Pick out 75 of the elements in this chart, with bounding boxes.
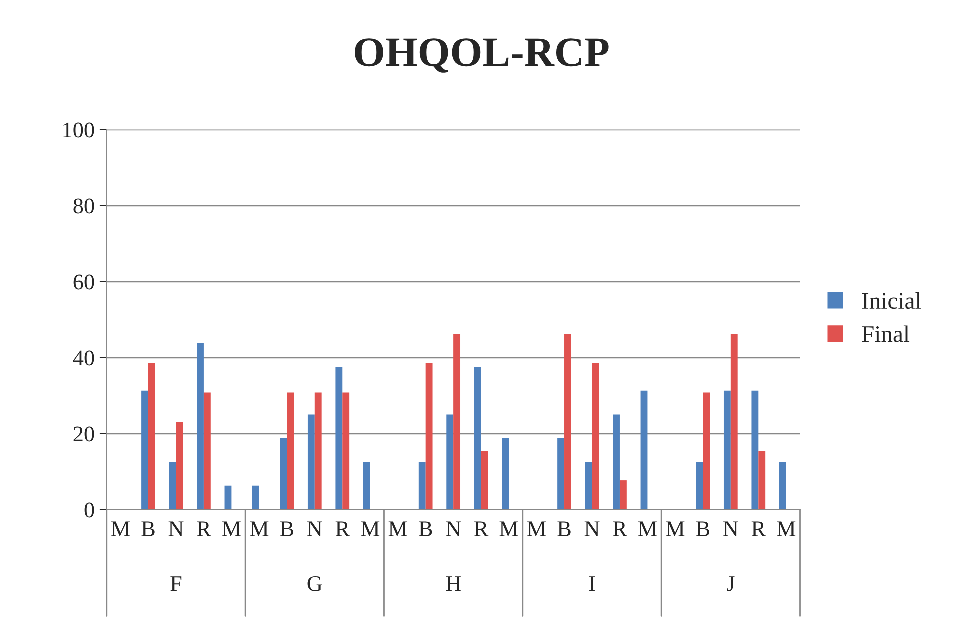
x-tick-label: M xyxy=(112,522,130,536)
bar xyxy=(314,392,322,510)
bar xyxy=(592,364,600,510)
y-tick-label: 20 xyxy=(74,426,94,442)
text: J xyxy=(727,576,735,592)
bar xyxy=(252,486,260,510)
bar xyxy=(640,390,648,510)
y-tick-label: 100 xyxy=(64,122,94,138)
x-tick-label: N xyxy=(168,522,184,536)
bar xyxy=(564,334,572,510)
y-tick-label: 80 xyxy=(74,198,94,214)
bar xyxy=(197,343,204,510)
x-tick-label: M xyxy=(361,522,380,536)
x-tick-label: B xyxy=(558,522,571,536)
bar xyxy=(142,390,148,510)
bar xyxy=(474,367,482,510)
text: H xyxy=(446,576,461,592)
x-tick-label: B xyxy=(142,522,155,536)
legend-label: Final xyxy=(862,326,910,342)
bar xyxy=(696,462,704,510)
x-tick-label: B xyxy=(280,522,294,536)
y-tick-label: 0 xyxy=(84,502,94,518)
y-tick-label: 60 xyxy=(74,274,94,290)
x-tick-label: R xyxy=(613,522,628,536)
x-tick-label: R xyxy=(474,522,489,536)
text: G xyxy=(308,576,322,592)
bar xyxy=(363,462,370,510)
bar xyxy=(204,392,211,510)
bar xyxy=(620,480,627,510)
x-tick-label: M xyxy=(777,522,796,536)
bar xyxy=(752,390,759,510)
y-tick-label: 40 xyxy=(73,350,94,366)
bar xyxy=(176,422,184,510)
bar xyxy=(613,414,620,510)
x-tick-label: B xyxy=(696,522,710,536)
bar xyxy=(730,334,738,510)
bar xyxy=(758,451,766,510)
x-tick-label: M xyxy=(388,522,408,536)
bar xyxy=(446,414,454,510)
x-tick-label: R xyxy=(197,522,212,536)
bar xyxy=(308,414,315,510)
bar xyxy=(287,392,294,510)
text: F xyxy=(170,576,182,592)
x-tick-label: N xyxy=(724,522,738,536)
bar xyxy=(426,364,433,510)
x-tick-label: M xyxy=(222,522,241,536)
bar xyxy=(724,390,731,510)
bar xyxy=(481,451,488,510)
bar xyxy=(502,438,510,510)
x-tick-label: R xyxy=(336,522,350,536)
x-tick-label: N xyxy=(308,522,322,536)
x-tick-label: N xyxy=(446,522,462,536)
x-tick-label: M xyxy=(666,522,685,536)
bar xyxy=(703,392,710,510)
x-tick-label: M xyxy=(528,522,546,536)
x-tick-label: N xyxy=(584,522,600,536)
bar xyxy=(779,462,786,510)
x-tick-label: M xyxy=(250,522,269,536)
legend-label: Inicial xyxy=(862,292,922,310)
x-tick-label: M xyxy=(638,522,657,536)
bar xyxy=(169,462,176,510)
chart-title: OHQOL-RCP xyxy=(355,38,609,73)
x-tick-label: B xyxy=(419,522,432,536)
bar xyxy=(585,462,592,510)
bar xyxy=(148,364,156,510)
text: I xyxy=(589,576,596,592)
bar xyxy=(280,438,288,510)
bar xyxy=(336,367,343,510)
bar xyxy=(224,486,232,510)
x-tick-label: M xyxy=(500,522,518,536)
bar xyxy=(558,438,565,510)
bar xyxy=(342,392,350,510)
bar xyxy=(418,462,426,510)
bar xyxy=(454,334,461,510)
x-tick-label: R xyxy=(752,522,766,536)
